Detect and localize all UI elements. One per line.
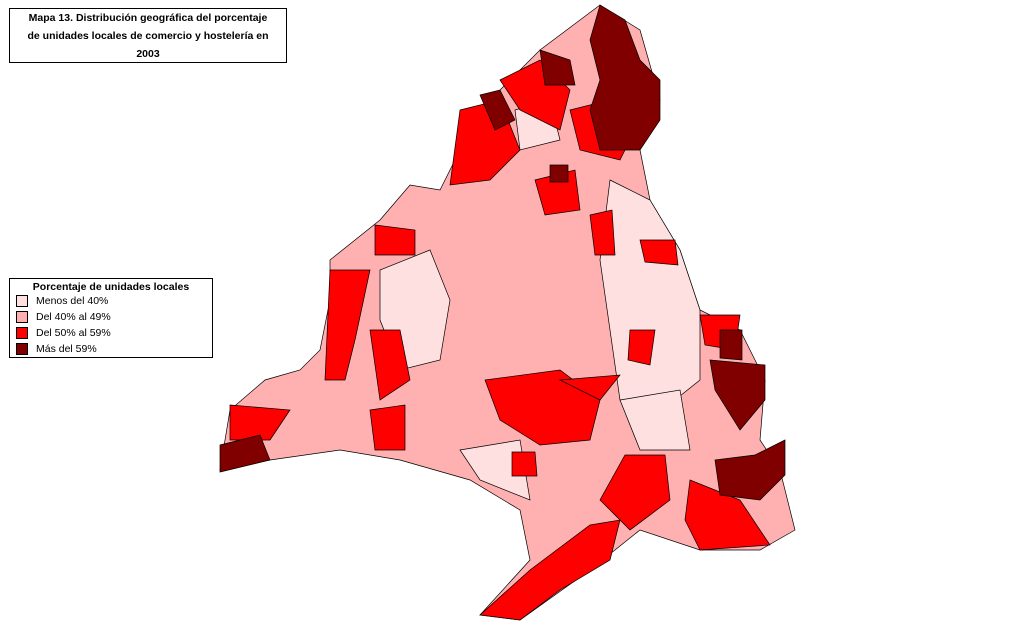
region bbox=[589, 209, 616, 256]
legend-swatch bbox=[16, 311, 28, 323]
map-title: Mapa 13. Distribución geográfica del por… bbox=[9, 8, 287, 63]
region bbox=[369, 404, 406, 451]
region bbox=[714, 439, 786, 501]
region bbox=[558, 374, 621, 401]
region bbox=[549, 164, 569, 183]
legend-item: Del 40% al 49% bbox=[10, 309, 212, 325]
region bbox=[709, 359, 766, 431]
title-line: Mapa 13. Distribución geográfica del por… bbox=[28, 12, 268, 24]
legend-label: Del 50% al 59% bbox=[36, 327, 111, 339]
region bbox=[479, 89, 516, 131]
region bbox=[627, 329, 656, 366]
legend-item: Más del 59% bbox=[10, 341, 212, 357]
region bbox=[539, 49, 576, 86]
legend-item: Del 50% al 59% bbox=[10, 325, 212, 341]
region bbox=[589, 4, 661, 151]
region bbox=[599, 454, 671, 531]
region bbox=[229, 404, 291, 441]
legend-item: Menos del 40% bbox=[10, 293, 212, 309]
legend-label: Del 40% al 49% bbox=[36, 311, 111, 323]
region bbox=[374, 224, 416, 256]
legend-swatch bbox=[16, 327, 28, 339]
legend-swatch bbox=[16, 343, 28, 355]
region bbox=[639, 239, 679, 266]
region bbox=[369, 329, 411, 401]
region bbox=[619, 389, 691, 451]
region bbox=[219, 434, 271, 473]
region bbox=[719, 329, 743, 361]
region bbox=[484, 369, 601, 446]
title-line: 2003 bbox=[136, 48, 160, 60]
legend-swatch bbox=[16, 295, 28, 307]
title-line: de unidades locales de comercio y hostel… bbox=[27, 30, 269, 42]
legend-label: Más del 59% bbox=[36, 343, 97, 355]
legend: Porcentaje de unidades locales Menos del… bbox=[9, 278, 213, 358]
legend-label: Menos del 40% bbox=[36, 295, 109, 307]
region bbox=[324, 269, 371, 381]
region bbox=[479, 519, 621, 621]
legend-title: Porcentaje de unidades locales bbox=[32, 281, 190, 293]
region bbox=[511, 451, 538, 477]
